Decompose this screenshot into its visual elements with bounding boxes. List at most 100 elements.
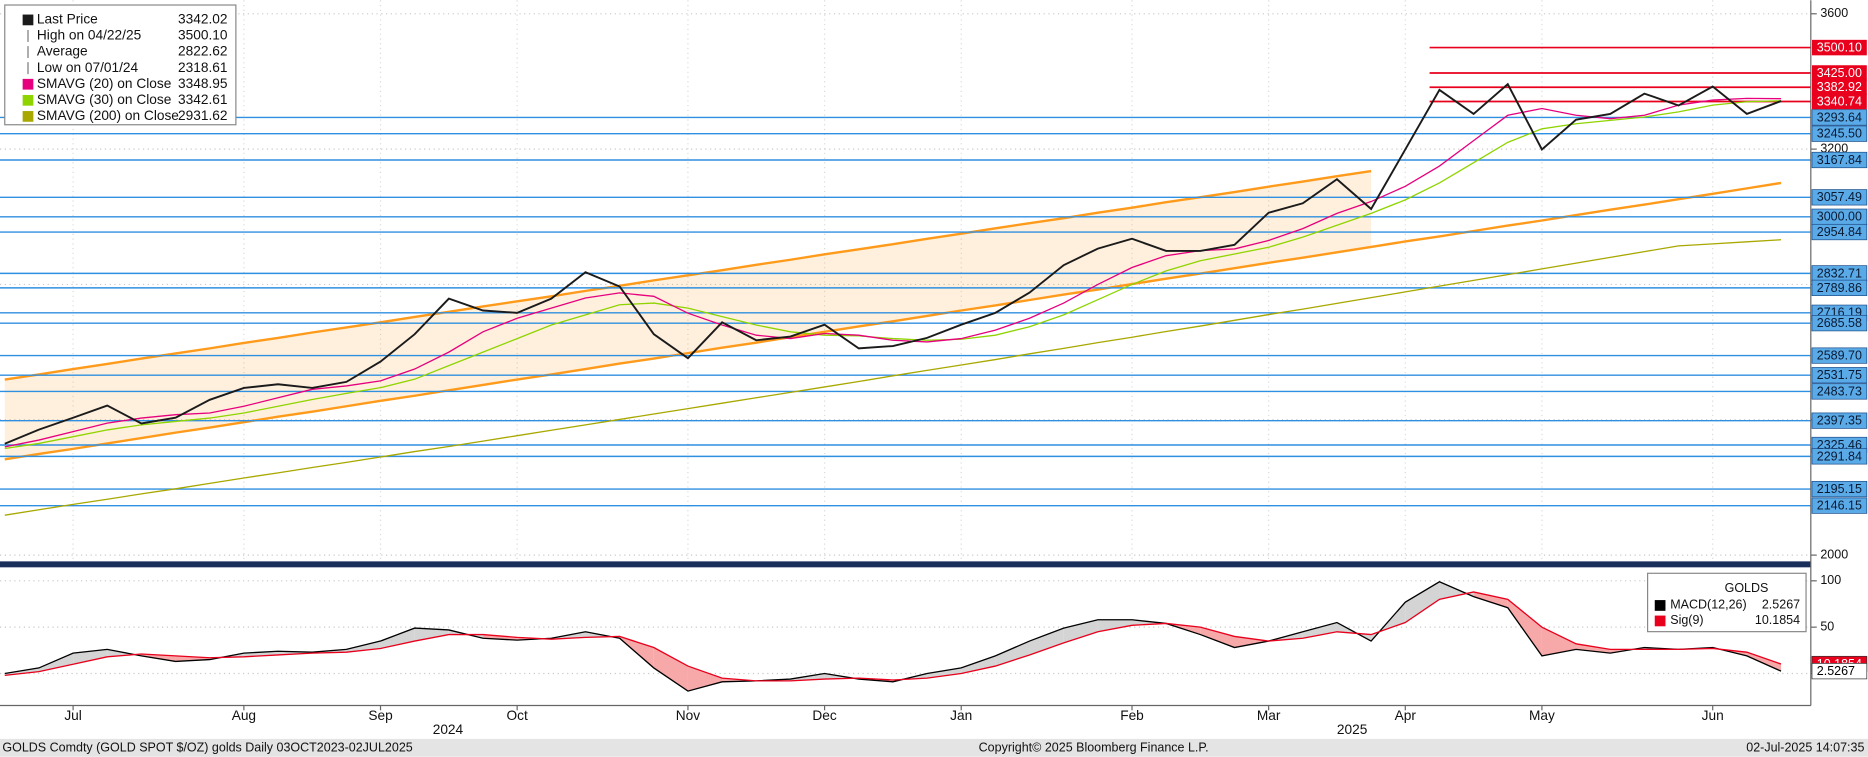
legend-label: Sig(9): [1670, 613, 1703, 627]
level-label: 3167.84: [1817, 153, 1862, 167]
level-label: 2146.15: [1817, 499, 1862, 513]
level-label: 2483.73: [1817, 384, 1862, 398]
macd-fill: [927, 667, 962, 679]
year-label: 2024: [433, 722, 464, 737]
legend-label: Average: [37, 44, 88, 59]
macd-fill: [380, 628, 415, 649]
level-label: 2832.71: [1817, 266, 1862, 280]
y-tick-label: 100: [1820, 573, 1841, 587]
level-label-box: [1812, 79, 1867, 95]
level-label-box: [1811, 223, 1868, 241]
level-label: 3500.10: [1817, 40, 1862, 54]
macd-fill: [482, 634, 518, 641]
macd-fill: [346, 641, 381, 653]
legend-label: Low on 07/01/24: [37, 60, 139, 75]
x-tick-label: Sep: [368, 708, 393, 723]
legend-value: 10.1854: [1755, 613, 1800, 627]
year-label: 2025: [1337, 722, 1368, 737]
level-label: 2291.84: [1817, 449, 1862, 463]
legend: Last Price 3342.02 High on 04/22/25 3500.10…: [4, 4, 237, 126]
level-label-box: [1811, 125, 1868, 142]
x-tick-label: Oct: [507, 708, 528, 723]
x-axis: Jul Aug Sep Oct Nov Dec Jan Feb Mar Apr May Jun: [64, 705, 1724, 723]
macd-line: [4, 581, 1782, 692]
level-label: 3425.00: [1817, 66, 1862, 80]
legend-label: SMAVG (200) on Close: [37, 108, 179, 123]
level-label-box: [1811, 448, 1868, 465]
channel-fill: [4, 171, 1372, 460]
level-label: 3057.49: [1817, 190, 1862, 204]
macd-fill: [1097, 619, 1133, 632]
legend-swatch: [22, 94, 34, 106]
x-tick-label: Jan: [950, 708, 972, 723]
macd-line: [4, 591, 1782, 682]
legend-value: 3348.95: [178, 76, 228, 91]
legend-box: [1647, 572, 1807, 633]
macd-fill: [1507, 599, 1542, 656]
level-label: 2195.15: [1817, 482, 1862, 496]
macd-fill: [1746, 652, 1782, 672]
x-tick-label: May: [1529, 708, 1555, 723]
level-label-box: [1811, 109, 1868, 126]
macd-fill: [1541, 627, 1577, 656]
price-panel: 200024002800320036003500.103425.003382.9…: [0, 0, 1868, 561]
legend-box: [4, 4, 237, 126]
macd-fill: [653, 647, 688, 692]
legend-swatch: [22, 78, 34, 90]
level-label: 2954.84: [1817, 225, 1862, 239]
panel-divider: [0, 561, 1811, 568]
value-label: 2.5267: [1817, 664, 1855, 678]
level-label-box: [1811, 279, 1868, 296]
macd-fill: [1302, 622, 1337, 639]
price-line: [4, 82, 1782, 445]
legend-value: 2822.62: [178, 44, 227, 59]
macd-fill: [995, 641, 1030, 667]
level-label-box: [1812, 93, 1867, 110]
footer-left: GOLDS Comdty (GOLD SPOT $/OZ) golds Dail…: [2, 741, 412, 755]
macd-fill: [961, 655, 996, 674]
footer-right: 02-Jul-2025 14:07:35: [1746, 741, 1864, 755]
legend-value: 3342.02: [178, 12, 227, 27]
y-tick-label: 2000: [1820, 547, 1848, 561]
footer-center: Copyright© 2025 Bloomberg Finance L.P.: [979, 741, 1209, 755]
level-label: 3245.50: [1817, 127, 1862, 141]
level-label: 3293.64: [1817, 110, 1862, 124]
level-label-box: [1811, 412, 1868, 429]
legend-swatch: [1654, 600, 1666, 611]
level-label: 2531.75: [1817, 368, 1862, 382]
legend-swatch: [22, 14, 34, 26]
level-label: 2685.58: [1817, 316, 1862, 330]
level-label: 3382.92: [1817, 80, 1862, 94]
legend-value: 3500.10: [178, 28, 228, 43]
macd-fill: [73, 649, 108, 665]
level-label: 2789.86: [1817, 281, 1862, 295]
level-label-box: [1811, 347, 1868, 364]
macd-fill: [1234, 636, 1269, 648]
y-tick-label: 3600: [1820, 6, 1848, 20]
channel-line: [4, 169, 1372, 381]
legend-title: GOLDS: [1725, 581, 1769, 595]
sma-line: [4, 100, 1782, 450]
x-tick-label: Aug: [232, 708, 256, 723]
macd-fill: [1063, 619, 1098, 643]
legend-label: SMAVG (20) on Close: [37, 76, 171, 91]
legend-value: 2318.61: [178, 60, 227, 75]
level-label-box: [1811, 189, 1868, 206]
sma-line: [4, 239, 1782, 516]
x-tick-label: Dec: [812, 708, 836, 723]
x-tick-label: Jul: [64, 708, 82, 723]
x-tick-label: Feb: [1120, 708, 1144, 723]
x-tick-label: Jun: [1702, 708, 1724, 723]
level-label-box: [1811, 497, 1868, 514]
level-label-box: [1811, 151, 1868, 169]
x-tick-label: Nov: [676, 708, 700, 723]
level-label-box: [1812, 39, 1867, 56]
macd-fill: [1200, 627, 1235, 648]
legend-label: SMAVG (30) on Close: [37, 92, 171, 107]
y-tick-label: 50: [1820, 619, 1834, 633]
macd-legend: GOLDS MACD(12,26) 2.5267 Sig(9) 10.1854: [1647, 572, 1807, 633]
level-label-box: [1811, 315, 1868, 332]
macd-fill: [414, 628, 449, 642]
macd-fill: [687, 666, 723, 692]
